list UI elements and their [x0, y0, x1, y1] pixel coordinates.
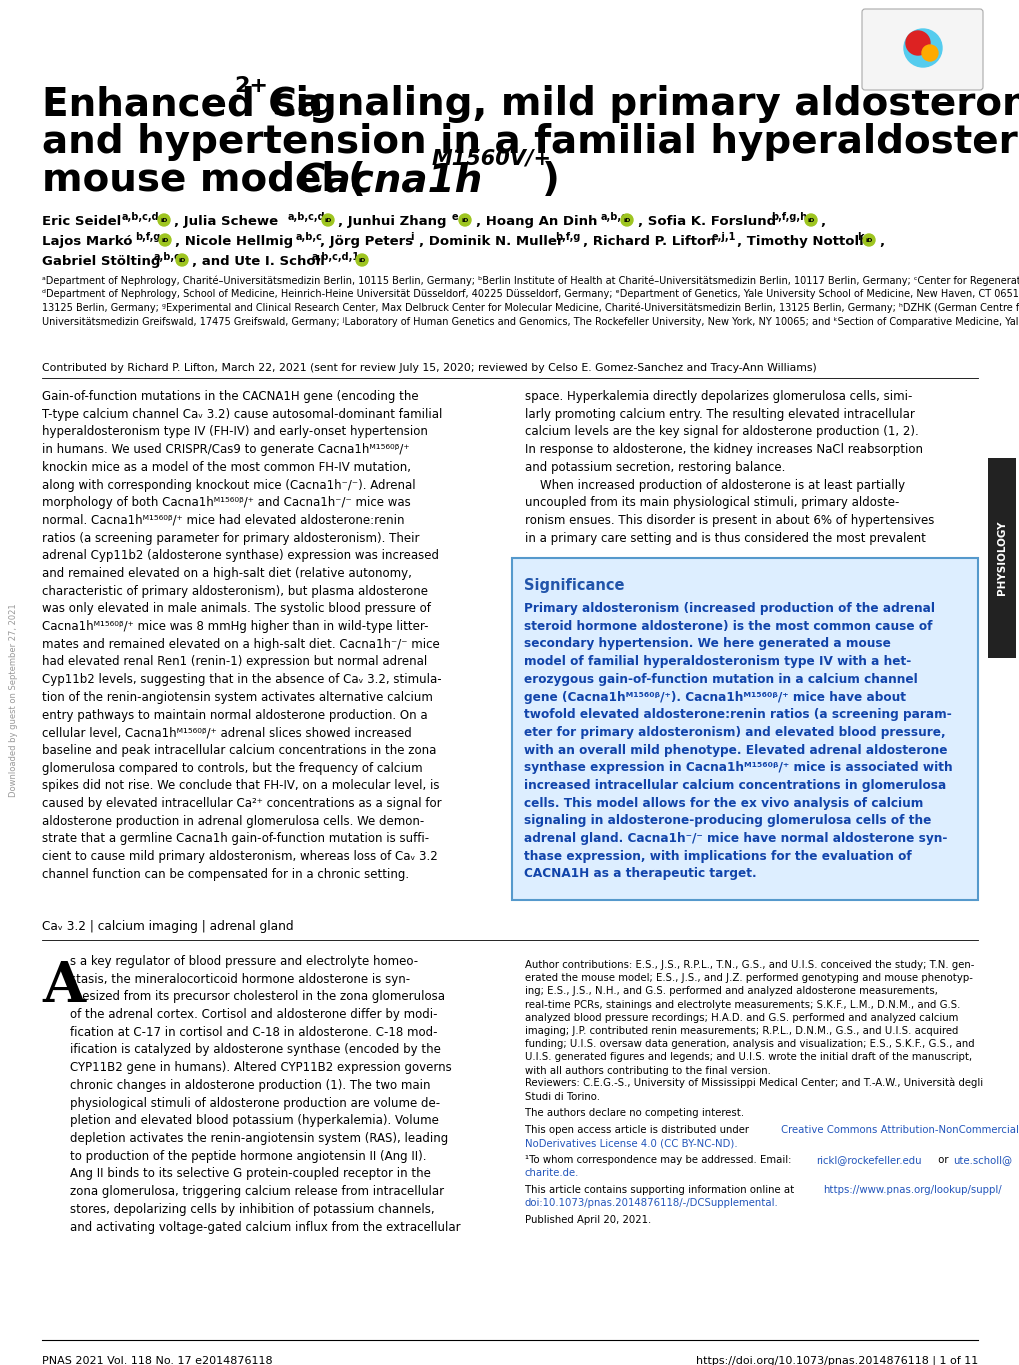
Text: 2+: 2+	[233, 76, 268, 96]
Text: and hypertension in a familial hyperaldosteronism: and hypertension in a familial hyperaldo…	[42, 123, 1019, 161]
Text: A: A	[42, 960, 85, 1014]
Text: https://www.pnas.org/lookup/suppl/: https://www.pnas.org/lookup/suppl/	[822, 1185, 1001, 1194]
Text: iD: iD	[160, 217, 167, 222]
Circle shape	[356, 254, 368, 266]
Text: iD: iD	[178, 258, 185, 262]
Text: b,f,g: b,f,g	[135, 232, 160, 242]
Text: Author contributions: E.S., J.S., R.P.L., T.N., G.S., and U.I.S. conceived the s: Author contributions: E.S., J.S., R.P.L.…	[525, 960, 974, 1076]
Text: , Junhui Zhang: , Junhui Zhang	[337, 216, 446, 228]
Text: iD: iD	[161, 238, 168, 243]
Circle shape	[322, 214, 333, 227]
Text: This article contains supporting information online at: This article contains supporting informa…	[525, 1185, 797, 1194]
Text: PHYSIOLOGY: PHYSIOLOGY	[996, 521, 1006, 595]
Text: Eric Seidel: Eric Seidel	[42, 216, 121, 228]
Text: , Jörg Peters: , Jörg Peters	[320, 235, 413, 248]
Circle shape	[159, 233, 171, 246]
Text: Significance: Significance	[524, 577, 624, 592]
Text: iD: iD	[623, 217, 630, 222]
Text: Published April 20, 2021.: Published April 20, 2021.	[525, 1215, 650, 1224]
Text: NoDerivatives License 4.0 (CC BY-NC-ND).: NoDerivatives License 4.0 (CC BY-NC-ND).	[525, 1138, 737, 1148]
Text: a,b,c,d,1: a,b,c,d,1	[312, 253, 360, 262]
Text: https://doi.org/10.1073/pnas.2014876118 | 1 of 11: https://doi.org/10.1073/pnas.2014876118 …	[695, 1355, 977, 1365]
Circle shape	[621, 214, 633, 227]
Text: , Timothy Nottoli: , Timothy Nottoli	[737, 235, 863, 248]
Text: iD: iD	[324, 217, 331, 222]
Text: a,b,c: a,b,c	[600, 212, 628, 222]
Text: , and Ute I. Scholl: , and Ute I. Scholl	[192, 255, 325, 268]
Circle shape	[905, 31, 929, 55]
Text: , Sofia K. Forslund: , Sofia K. Forslund	[637, 216, 775, 228]
Text: , Richard P. Lifton: , Richard P. Lifton	[583, 235, 715, 248]
Text: a,b,c: a,b,c	[296, 232, 323, 242]
Text: , Nicole Hellmig: , Nicole Hellmig	[175, 235, 292, 248]
Text: b,f,g,h: b,f,g,h	[770, 212, 806, 222]
Text: a,b,c,d: a,b,c,d	[122, 212, 159, 222]
FancyBboxPatch shape	[861, 10, 982, 90]
Text: b,f,g: b,f,g	[554, 232, 580, 242]
Text: Caᵥ 3.2 | calcium imaging | adrenal gland: Caᵥ 3.2 | calcium imaging | adrenal glan…	[42, 920, 293, 934]
Text: Check for
updates: Check for updates	[902, 70, 943, 89]
Text: i: i	[410, 232, 413, 242]
Text: iD: iD	[806, 217, 814, 222]
Text: , Dominik N. Muller: , Dominik N. Muller	[419, 235, 562, 248]
Text: The authors declare no competing interest.: The authors declare no competing interes…	[525, 1108, 744, 1118]
Text: e,j,1: e,j,1	[711, 232, 736, 242]
Text: Enhanced Ca: Enhanced Ca	[42, 85, 323, 123]
Text: signaling, mild primary aldosteronism,: signaling, mild primary aldosteronism,	[259, 85, 1019, 123]
Text: ,: ,	[878, 235, 883, 248]
Text: ): )	[541, 161, 559, 199]
Circle shape	[459, 214, 471, 227]
Text: Downloaded by guest on September 27, 2021: Downloaded by guest on September 27, 202…	[9, 603, 18, 797]
Text: a,b,c,d: a,b,c,d	[287, 212, 325, 222]
Text: doi:10.1073/pnas.2014876118/-/DCSupplemental.: doi:10.1073/pnas.2014876118/-/DCSuppleme…	[525, 1198, 777, 1208]
Text: iD: iD	[864, 238, 872, 243]
Text: Cacna1h: Cacna1h	[297, 161, 483, 199]
FancyBboxPatch shape	[987, 459, 1015, 658]
Circle shape	[158, 214, 170, 227]
Text: Lajos Markó: Lajos Markó	[42, 235, 132, 248]
Text: ,: ,	[819, 216, 824, 228]
Text: PNAS 2021 Vol. 118 No. 17 e2014876118: PNAS 2021 Vol. 118 No. 17 e2014876118	[42, 1355, 272, 1365]
Text: a,b,c: a,b,c	[154, 253, 180, 262]
Text: Gain-of-function mutations in the CACNA1H gene (encoding the
T-type calcium chan: Gain-of-function mutations in the CACNA1…	[42, 390, 442, 880]
Circle shape	[176, 254, 187, 266]
Text: Reviewers: C.E.G.-S., University of Mississippi Medical Center; and T.-A.W., Uni: Reviewers: C.E.G.-S., University of Miss…	[525, 1078, 982, 1102]
Text: space. Hyperkalemia directly depolarizes glomerulosa cells, simi-
larly promotin: space. Hyperkalemia directly depolarizes…	[525, 390, 933, 545]
Circle shape	[862, 233, 874, 246]
Text: Creative Commons Attribution-NonCommercial-: Creative Commons Attribution-NonCommerci…	[781, 1125, 1019, 1136]
Text: iD: iD	[358, 258, 366, 262]
Text: ᵃDepartment of Nephrology, Charité–Universitätsmedizin Berlin, 10115 Berlin, Ger: ᵃDepartment of Nephrology, Charité–Unive…	[42, 274, 1019, 328]
Text: This open access article is distributed under: This open access article is distributed …	[525, 1125, 752, 1136]
Text: e: e	[451, 212, 459, 222]
Text: M1560V/+: M1560V/+	[432, 149, 551, 169]
Text: Contributed by Richard P. Lifton, March 22, 2021 (sent for review July 15, 2020;: Contributed by Richard P. Lifton, March …	[42, 363, 816, 373]
Text: mouse model (: mouse model (	[42, 161, 366, 199]
Text: s a key regulator of blood pressure and electrolyte homeo-
stasis, the mineraloc: s a key regulator of blood pressure and …	[70, 955, 461, 1234]
Text: iD: iD	[461, 217, 468, 222]
FancyBboxPatch shape	[512, 558, 977, 900]
Text: rickl@rockefeller.edu: rickl@rockefeller.edu	[815, 1155, 920, 1164]
Text: k: k	[856, 232, 863, 242]
Circle shape	[903, 29, 942, 67]
Text: ute.scholl@: ute.scholl@	[952, 1155, 1011, 1164]
Circle shape	[804, 214, 816, 227]
Text: , Hoang An Dinh: , Hoang An Dinh	[476, 216, 597, 228]
Text: Gabriel Stölting: Gabriel Stölting	[42, 255, 160, 268]
Circle shape	[921, 45, 937, 61]
Text: , Julia Schewe: , Julia Schewe	[174, 216, 278, 228]
Text: ¹To whom correspondence may be addressed. Email:: ¹To whom correspondence may be addressed…	[525, 1155, 794, 1164]
Text: or: or	[934, 1155, 951, 1164]
Text: charite.de.: charite.de.	[525, 1168, 579, 1178]
Text: Primary aldosteronism (increased production of the adrenal
steroid hormone aldos: Primary aldosteronism (increased product…	[524, 602, 952, 880]
